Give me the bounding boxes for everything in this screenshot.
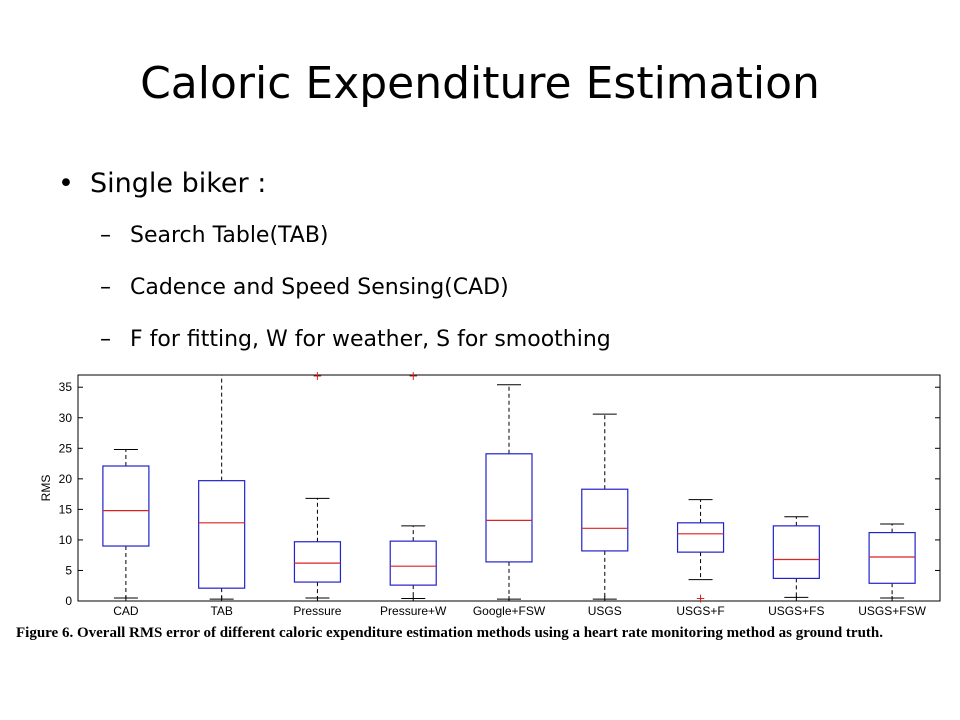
box-iqr	[676, 522, 725, 553]
box-iqr	[581, 488, 629, 552]
sub-bullet-item: – Search Table(TAB)	[58, 210, 938, 262]
outlier-marker: +	[312, 369, 322, 383]
box-iqr	[102, 465, 150, 547]
bullet-text: Single biker :	[90, 168, 267, 199]
y-tick-label: 0	[65, 594, 72, 608]
bullet-item: • Single biker :	[58, 158, 938, 210]
y-tick-label: 20	[59, 472, 73, 486]
bullet-list: • Single biker : – Search Table(TAB) – C…	[58, 158, 938, 366]
box-plot-chart: 0 5 10 15 20 25 30 35 RMS CAD TAB Pressure + Pressure…	[39, 369, 941, 618]
x-tick-label: Pressure	[293, 604, 341, 618]
x-tick-label: USGS+FSW	[858, 604, 926, 618]
box-iqr	[868, 531, 916, 584]
dash-icon: –	[100, 327, 111, 352]
bullet-dot-icon: •	[58, 168, 74, 199]
x-tick-label: CAD	[113, 604, 139, 618]
figure-caption: Figure 6. Overall RMS error of different…	[16, 625, 884, 641]
sub-bullet-item: – F for fitting, W for weather, S for sm…	[58, 314, 938, 366]
x-tick-label: TAB	[210, 604, 232, 618]
sub-bullet-text: Search Table(TAB)	[130, 223, 329, 248]
box-iqr	[293, 541, 342, 583]
y-tick-label: 35	[59, 380, 73, 394]
x-tick-label: USGS	[588, 604, 622, 618]
dash-icon: –	[100, 275, 111, 300]
y-tick-label: 10	[59, 533, 73, 547]
box-iqr	[485, 453, 533, 563]
x-tick-label: Google+FSW	[473, 604, 546, 618]
box-iqr	[772, 525, 820, 579]
y-tick-label: 25	[59, 441, 73, 455]
sub-bullet-text: Cadence and Speed Sensing(CAD)	[130, 275, 509, 300]
y-tick-label: 5	[65, 563, 72, 577]
sub-bullet-item: – Cadence and Speed Sensing(CAD)	[58, 262, 938, 314]
x-tick-label: Pressure+W	[380, 604, 447, 618]
y-tick-label: 15	[59, 502, 73, 516]
box-iqr	[198, 480, 246, 589]
outlier-marker: +	[696, 592, 706, 606]
outlier-marker: +	[408, 369, 418, 383]
y-tick-label: 30	[59, 411, 73, 425]
dash-icon: –	[100, 223, 111, 248]
y-axis-label: RMS	[39, 475, 53, 502]
x-tick-label: USGS+FS	[768, 604, 824, 618]
x-tick-label: USGS+F	[676, 604, 724, 618]
box-iqr	[389, 540, 437, 586]
slide-title: Caloric Expenditure Estimation	[140, 58, 820, 109]
sub-bullet-text: F for fitting, W for weather, S for smoo…	[130, 327, 611, 352]
